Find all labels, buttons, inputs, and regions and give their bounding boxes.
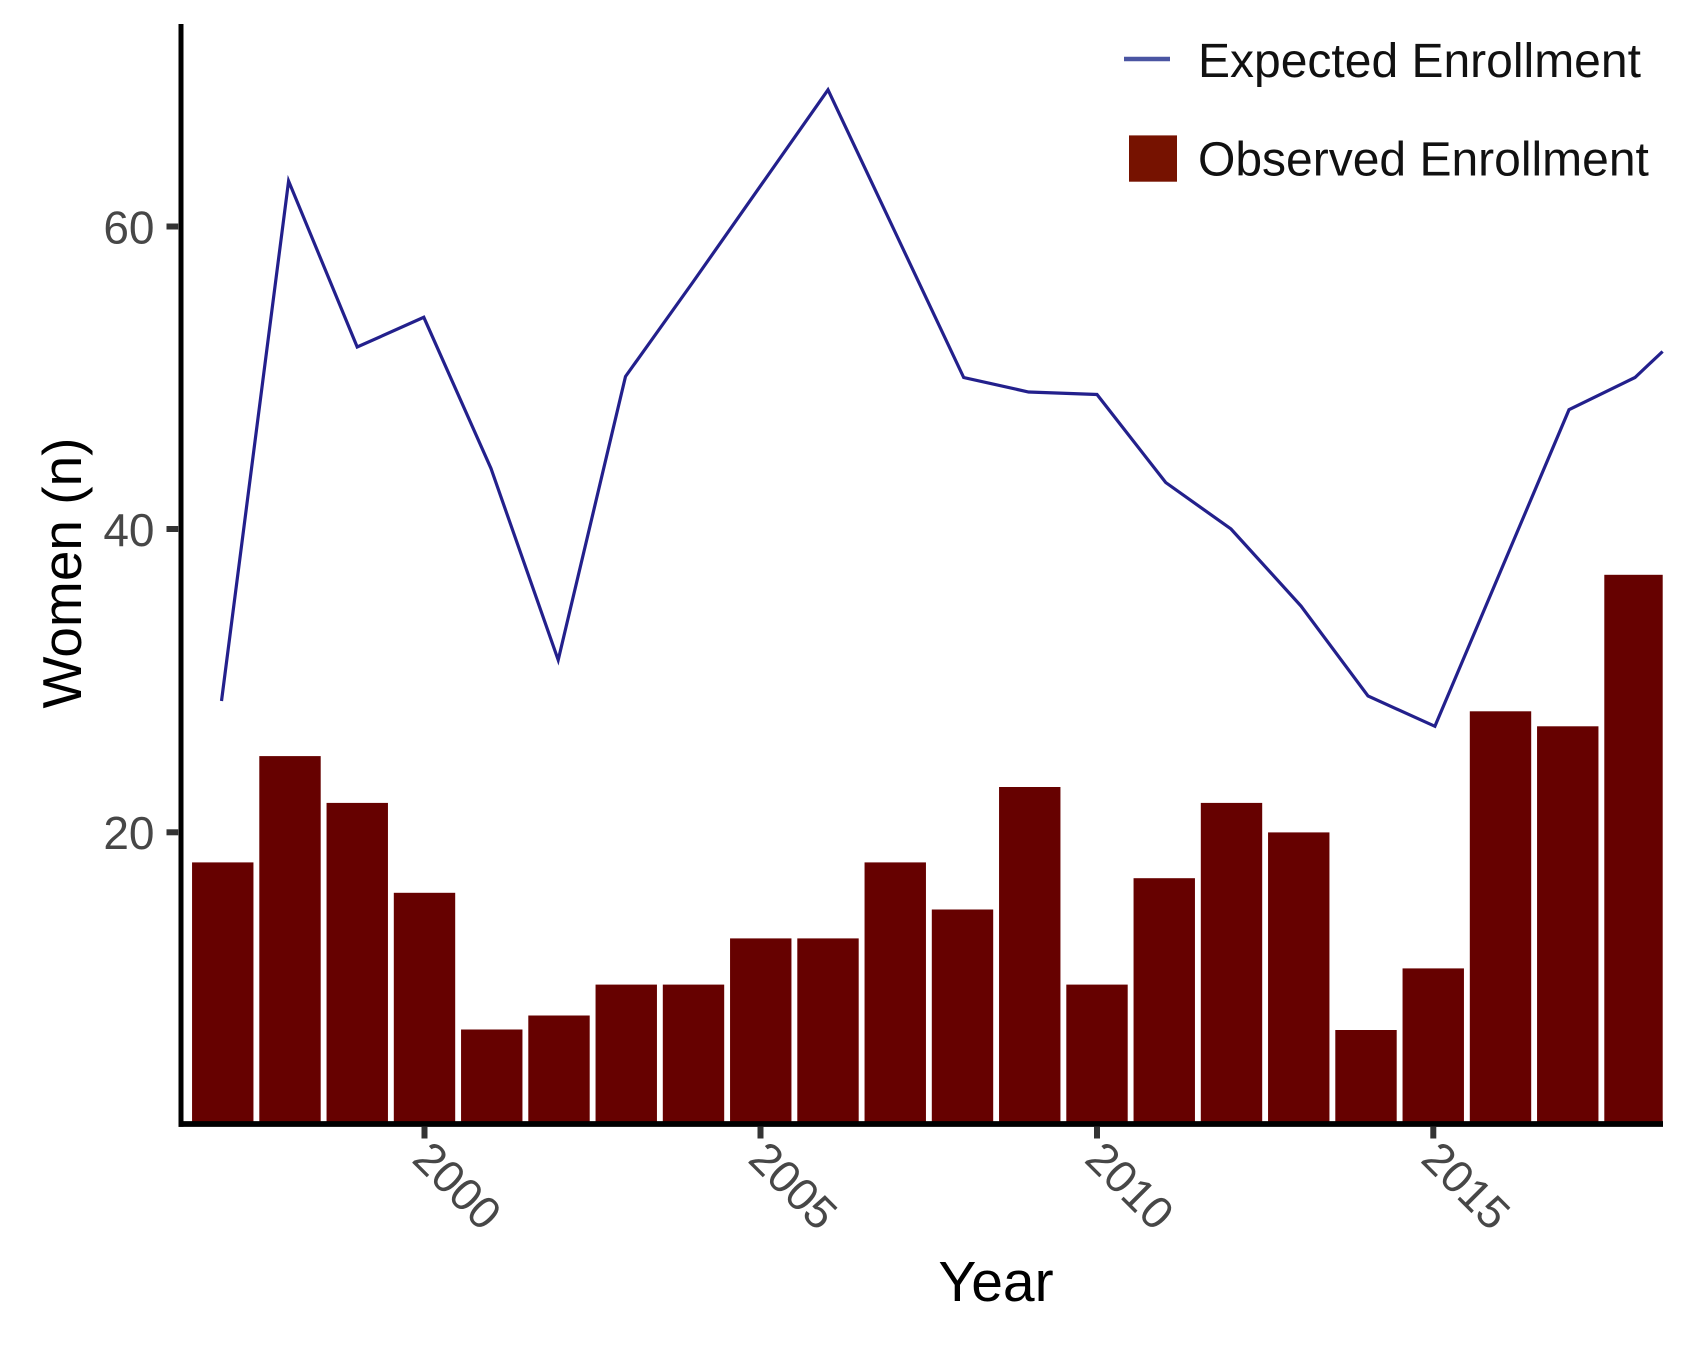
svg-text:20: 20 xyxy=(103,807,154,859)
svg-text:Women (n): Women (n) xyxy=(31,438,93,709)
svg-text:60: 60 xyxy=(103,201,154,253)
svg-text:Expected Enrollment: Expected Enrollment xyxy=(1198,35,1641,88)
svg-text:Year: Year xyxy=(938,1250,1053,1314)
svg-text:Observed Enrollment: Observed Enrollment xyxy=(1198,134,1649,187)
svg-text:40: 40 xyxy=(103,504,154,556)
